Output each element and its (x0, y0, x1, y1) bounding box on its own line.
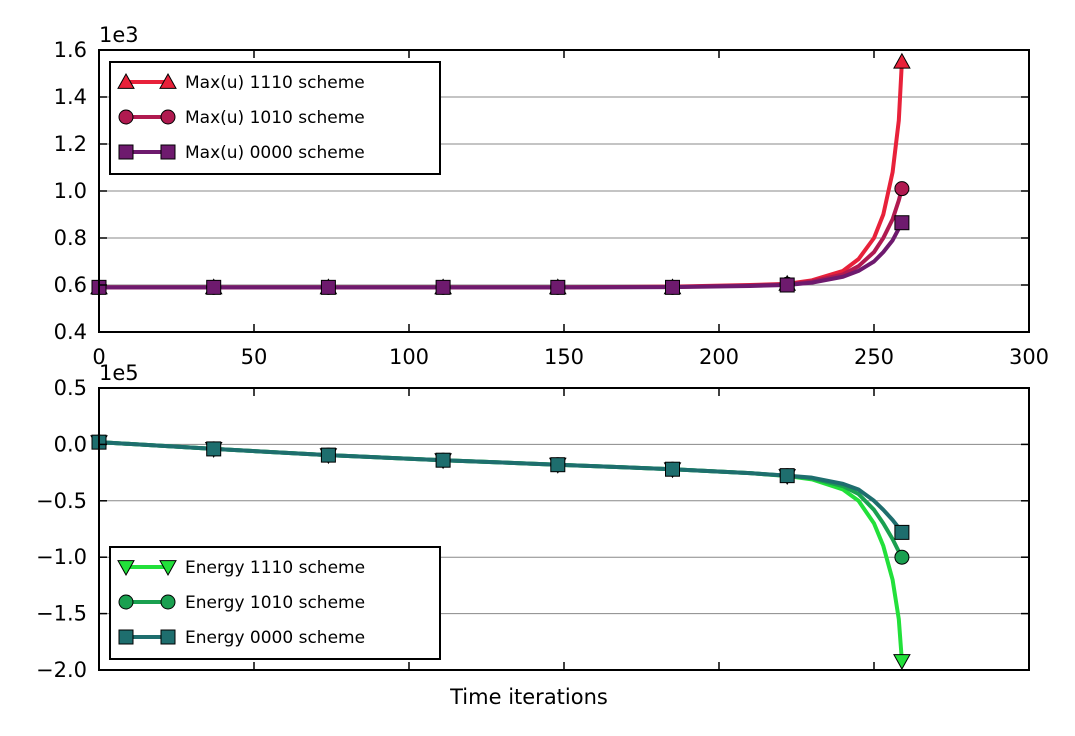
data-point (435, 279, 451, 295)
legend-entry: Max(u) 1110 scheme (117, 72, 365, 93)
legend-marker (117, 72, 135, 89)
data-point (320, 447, 336, 463)
data-point (206, 441, 222, 457)
y-tick-label: 0.0 (54, 432, 87, 456)
data-point (435, 452, 451, 468)
y-tick-label: −0.5 (36, 489, 87, 513)
data-point (893, 654, 911, 671)
legend-entry: Energy 1010 scheme (118, 593, 365, 613)
data-point (894, 549, 910, 565)
legend-marker (159, 560, 177, 577)
y-tick-label: −1.0 (36, 545, 87, 569)
y-tick-label: 0.6 (54, 273, 87, 297)
data-point (894, 215, 910, 231)
legend-marker (118, 594, 134, 610)
axis-offset-label: 1e3 (99, 23, 139, 47)
legend-marker (117, 560, 135, 577)
legend-marker (159, 72, 177, 89)
data-point (550, 279, 566, 295)
data-point (894, 524, 910, 540)
series-line-3 (99, 221, 904, 290)
legend-marker (160, 144, 176, 160)
y-tick-label: 0.5 (54, 376, 87, 400)
panel-2: 0.5 0.0 −0.5 −1.0 −1.5 −2.0 1e5 Time iterations… (36, 361, 1030, 709)
legend-marker (118, 109, 134, 125)
legend-label: Max(u) 0000 scheme (185, 143, 365, 163)
x-tick-label: 300 (1009, 345, 1049, 369)
y-tick-label: 1.0 (54, 179, 87, 203)
x-tick-label: 250 (854, 345, 894, 369)
data-point (893, 52, 911, 69)
legend-entry: Max(u) 1010 scheme (118, 108, 365, 128)
x-tick-label: 50 (241, 345, 268, 369)
x-tick-label: 0 (92, 345, 105, 369)
data-point (894, 181, 910, 197)
series-line-3 (98, 440, 904, 534)
y-tick-label: 1.2 (54, 132, 87, 156)
legend-label: Max(u) 1110 scheme (185, 73, 365, 93)
y-tick-label: −1.5 (36, 602, 87, 626)
y-tick-label: 0.4 (54, 320, 87, 344)
series-line-2 (98, 440, 904, 559)
data-point (206, 279, 222, 295)
data-point (550, 457, 566, 473)
data-point (665, 279, 680, 295)
legend-label: Max(u) 1010 scheme (185, 108, 365, 128)
axis-offset-label: 1e5 (99, 361, 139, 385)
legend-marker (118, 144, 134, 160)
legend-entry: Energy 1110 scheme (117, 558, 365, 578)
legend-label: Energy 1010 scheme (185, 593, 365, 613)
legend-marker (160, 109, 176, 125)
x-tick-label: 200 (699, 345, 739, 369)
x-axis-label: Time iterations (449, 685, 608, 709)
legend-marker (160, 629, 176, 645)
legend-entry: Energy 0000 scheme (118, 628, 365, 648)
x-tick-label: 150 (544, 345, 584, 369)
y-tick-label: 0.8 (54, 226, 87, 250)
legend-label: Energy 0000 scheme (185, 628, 365, 648)
y-tick-label: −2.0 (36, 658, 87, 682)
data-point (320, 279, 336, 295)
legend: Max(u) 1110 scheme Max(u) 1010 scheme Max(… (109, 61, 441, 175)
data-point (779, 277, 795, 293)
legend-marker (118, 629, 134, 645)
legend-entry: Max(u) 0000 scheme (118, 143, 365, 163)
data-point (665, 461, 680, 477)
legend-label: Energy 1110 scheme (185, 558, 365, 578)
x-tick-label: 100 (389, 345, 429, 369)
data-point (779, 468, 795, 484)
panel-1: 0 50 100 150 200 250 300 0.4 0.6 0.8 1.0 1.2 1.4 1.6 1… (54, 23, 1049, 369)
y-tick-label: 1.4 (54, 85, 87, 109)
y-tick-label: 1.6 (54, 38, 87, 62)
legend: Energy 1110 scheme Energy 1010 scheme Ener… (109, 546, 441, 660)
legend-marker (160, 594, 176, 610)
